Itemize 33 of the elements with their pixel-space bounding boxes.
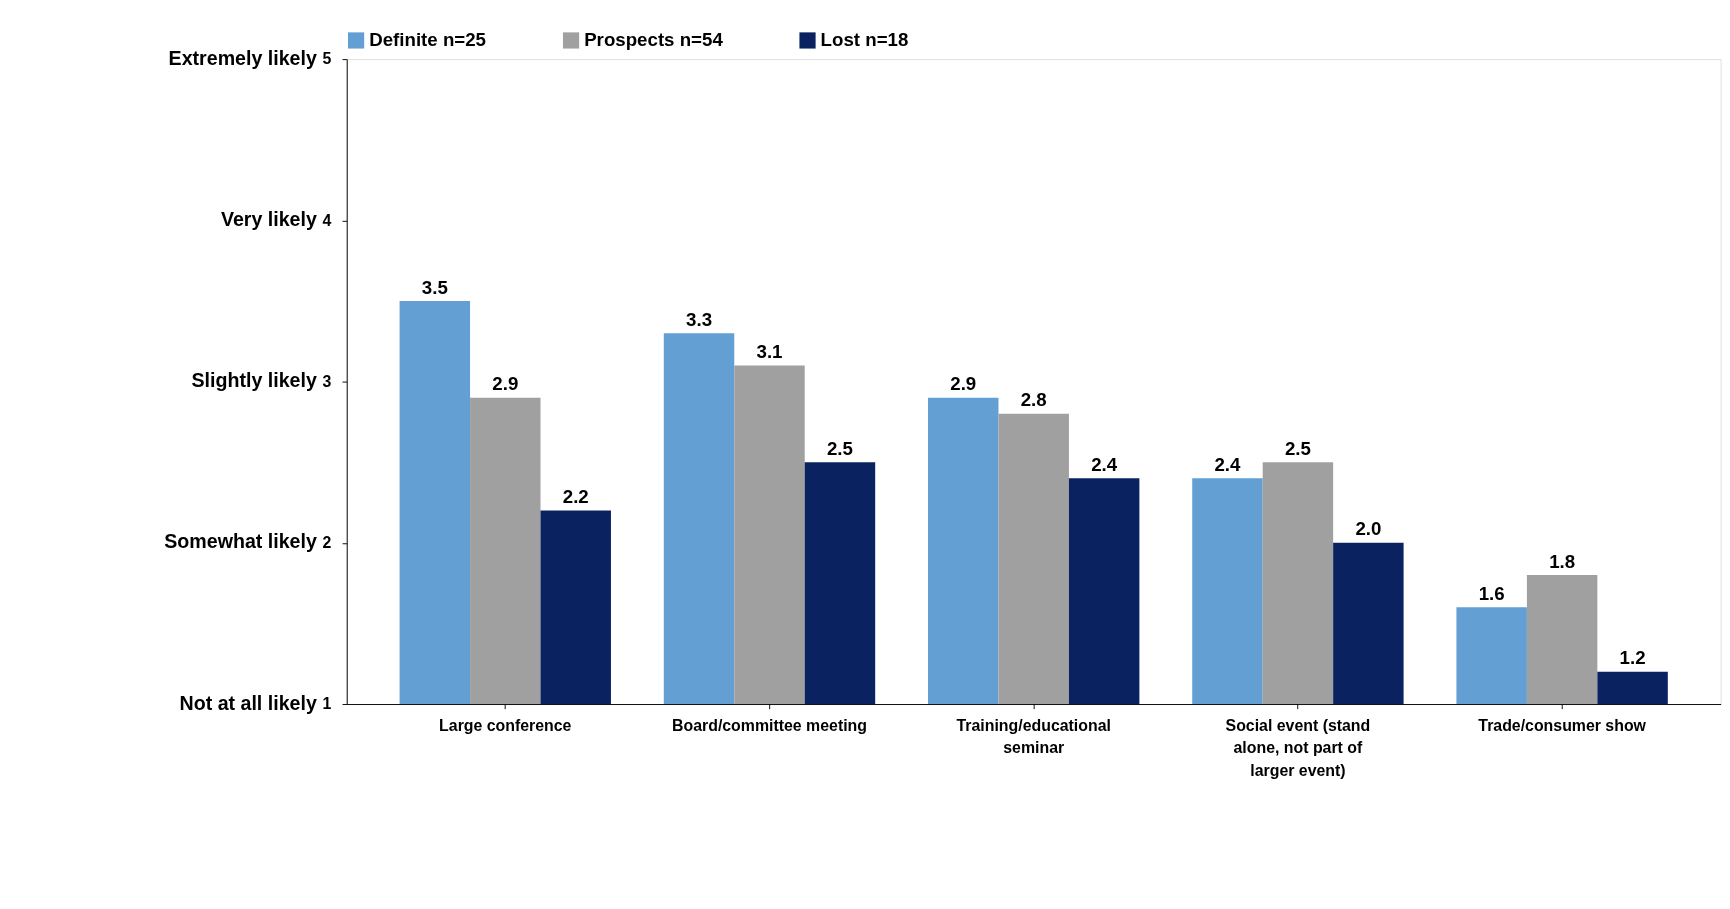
y-tick-label: 1	[322, 695, 332, 713]
data-label: 2.0	[1355, 518, 1382, 540]
y-tick-label: 4	[322, 211, 332, 229]
text: Somewhat likely	[164, 530, 317, 553]
data-label: 2.5	[1284, 437, 1311, 459]
data-label: 3.3	[686, 308, 713, 330]
legend-label: Lost n=18	[820, 29, 909, 51]
legend-label: Definite n=25	[369, 29, 487, 51]
text: Slightly likely	[191, 369, 317, 392]
text: Extremely likely	[168, 46, 317, 69]
data-label: 1.6	[1478, 582, 1505, 604]
data-label: 2.9	[950, 373, 977, 395]
y-tick-label: 5	[322, 50, 332, 68]
x-tick-label: Social event (stand alone, not part of larger event)	[1225, 716, 1371, 779]
x-tick-label: Board/committee meeting	[672, 716, 867, 734]
data-label: 2.8	[1020, 389, 1047, 411]
y-tick-label: 2	[322, 533, 332, 551]
data-label: 1.2	[1619, 647, 1646, 669]
x-tick-label: Large conference	[439, 716, 572, 734]
y-tick-label: 3	[322, 372, 332, 390]
data-label: 3.5	[421, 276, 448, 298]
data-label: 3.1	[756, 341, 783, 362]
legend-label: Prospects n=54	[584, 29, 724, 51]
data-label: 2.5	[826, 437, 853, 459]
x-tick-label: Trade/consumer show	[1478, 716, 1647, 734]
data-label: 2.2	[562, 486, 589, 508]
x-tick-label: Training/educational seminar	[956, 716, 1111, 757]
text: Very likely	[220, 207, 317, 230]
text: Not at all likely	[179, 691, 317, 714]
data-label: 2.9	[492, 373, 519, 395]
data-label: 2.4	[1214, 453, 1242, 475]
data-label: 1.8	[1549, 550, 1576, 572]
data-label: 2.4	[1091, 453, 1118, 475]
